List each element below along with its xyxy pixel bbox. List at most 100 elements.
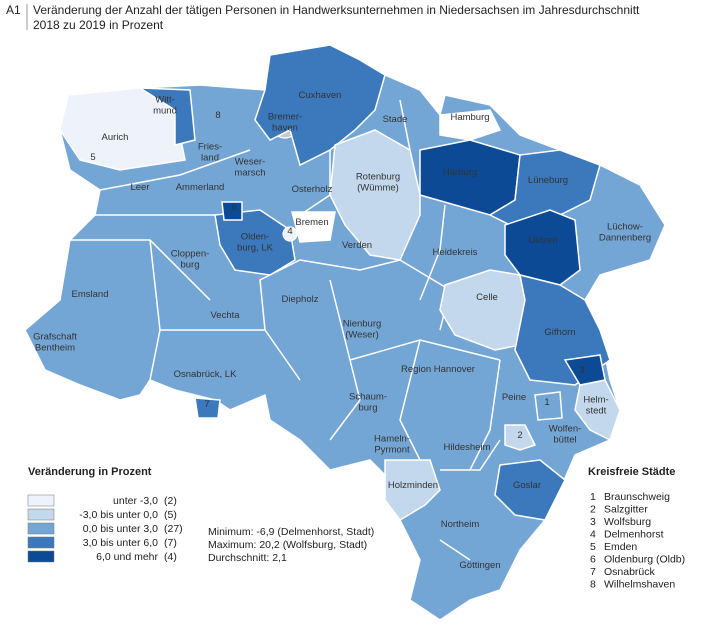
city-name: Wolfsburg: [604, 516, 651, 528]
legend-title: Veränderung in Prozent: [28, 466, 152, 478]
region-label: 6: [231, 202, 236, 213]
label-line: Lüneburg: [528, 175, 568, 186]
label-line: Hamburg: [450, 112, 489, 123]
label-line: Witt-: [155, 95, 175, 106]
district-border: [440, 439, 501, 471]
region-shape: [534, 391, 563, 421]
label-line: Schaum-: [349, 392, 387, 403]
region-label: Lüneburg: [528, 175, 568, 186]
region-label: Leer: [130, 182, 149, 193]
label-line: mund: [153, 106, 177, 117]
region-label: Olden-burg, LK: [237, 232, 274, 254]
label-line: Lüchow-: [607, 222, 643, 233]
legend-count: (27): [164, 523, 183, 535]
legend-swatch: [27, 494, 55, 507]
region-shape: [291, 211, 336, 243]
region-label: 2: [517, 430, 522, 441]
label-line: Hameln-: [374, 434, 410, 445]
city-number: 8: [590, 579, 596, 591]
title-line: Veränderung der Anzahl der tätigen Perso…: [33, 3, 640, 17]
legend-count: (2): [164, 495, 177, 507]
label-line: Nienburg: [343, 319, 382, 330]
label-line: Diepholz: [282, 294, 319, 305]
label-line: Weser-: [235, 157, 265, 168]
region-label: Bremen: [295, 217, 328, 228]
region-label: Witt-mund: [153, 95, 177, 117]
label-line: marsch: [234, 168, 265, 179]
legend-label: 0,0 bis unter 3,0: [83, 523, 158, 535]
region-label: Stade: [383, 114, 408, 125]
region-label: 1: [544, 397, 549, 408]
label-line: Leer: [130, 182, 149, 193]
region-label: Holzminden: [388, 480, 438, 491]
map-shapes: [24, 44, 666, 621]
region-label: Emsland: [72, 289, 109, 300]
region-shape: [254, 44, 386, 167]
label-line: Grafschaft: [33, 332, 77, 343]
region-shape: [137, 87, 196, 146]
city-number: 4: [590, 529, 596, 541]
region-shape: [494, 459, 566, 521]
region-label: Wolfen-büttel: [549, 424, 582, 446]
region-label: Hameln-Pyrmont: [374, 434, 410, 456]
label-line: stedt: [586, 406, 607, 417]
legend-count: (7): [164, 537, 177, 549]
region-label: Fries-land: [198, 142, 222, 164]
region-shape: [504, 424, 537, 451]
region-shape: [504, 209, 581, 286]
label-line: Ammerland: [176, 182, 225, 193]
region-label: 4: [287, 226, 292, 237]
region-label: Uelzen: [528, 235, 558, 246]
region-label: Rotenburg (Wümme): [356, 172, 400, 194]
label-line: 5: [90, 152, 95, 163]
district-border: [99, 149, 251, 191]
region-label: Peine: [502, 392, 526, 403]
legend-swatch: [27, 550, 55, 563]
region-shape: [221, 201, 243, 221]
district-border: [259, 259, 301, 331]
label-line: haven: [272, 123, 298, 134]
city-name: Emden: [604, 541, 637, 553]
city-number: 5: [590, 541, 596, 553]
region-label: Goslar: [513, 480, 541, 491]
region-label: Harburg: [443, 167, 477, 178]
label-line: Aurich: [102, 132, 129, 143]
district-border: [469, 359, 501, 471]
region-label: Grafschaft Bentheim: [33, 332, 77, 354]
region-label: Helm-stedt: [583, 395, 608, 417]
label-line: Helm-: [583, 395, 608, 406]
stats-line: Maximum: 20,2 (Wolfsburg, Stadt): [208, 539, 367, 551]
label-line: Vechta: [210, 310, 240, 321]
region-label: Northeim: [441, 519, 480, 530]
district-border: [399, 339, 421, 461]
legend-swatch: [27, 508, 55, 521]
city-name: Delmenhorst: [604, 529, 664, 541]
legend-count: (4): [164, 551, 177, 563]
legend-label: 3,0 bis unter 6,0: [83, 537, 158, 549]
label-line: (Weser): [345, 330, 379, 341]
region-label: Bremer-haven: [268, 112, 302, 134]
label-line: burg: [358, 403, 377, 414]
label-line: burg: [180, 260, 199, 271]
region-shape: [329, 129, 421, 261]
label-line: Bentheim: [35, 343, 75, 354]
stats-line: Minimum: -6,9 (Delmenhorst, Stadt): [208, 526, 374, 538]
district-border: [439, 539, 471, 561]
region-label: Vechta: [210, 310, 240, 321]
label-line: Rotenburg: [356, 172, 400, 183]
label-line: Wolfen-: [549, 424, 582, 435]
region-label: 7: [204, 399, 209, 410]
region-label: Celle: [476, 292, 498, 303]
city-number: 3: [590, 516, 596, 528]
region-label: Gifhorn: [544, 327, 575, 338]
legend-count: (5): [164, 509, 177, 521]
district-border: [399, 99, 411, 151]
label-line: Hildesheim: [444, 442, 491, 453]
label-line: Peine: [502, 392, 526, 403]
label-line: Verden: [342, 240, 372, 251]
city-name: Osnabrück: [604, 566, 656, 578]
region-label: Heidekreis: [433, 247, 478, 258]
label-line: Heidekreis: [433, 247, 478, 258]
label-line: Bremer-: [268, 112, 302, 123]
